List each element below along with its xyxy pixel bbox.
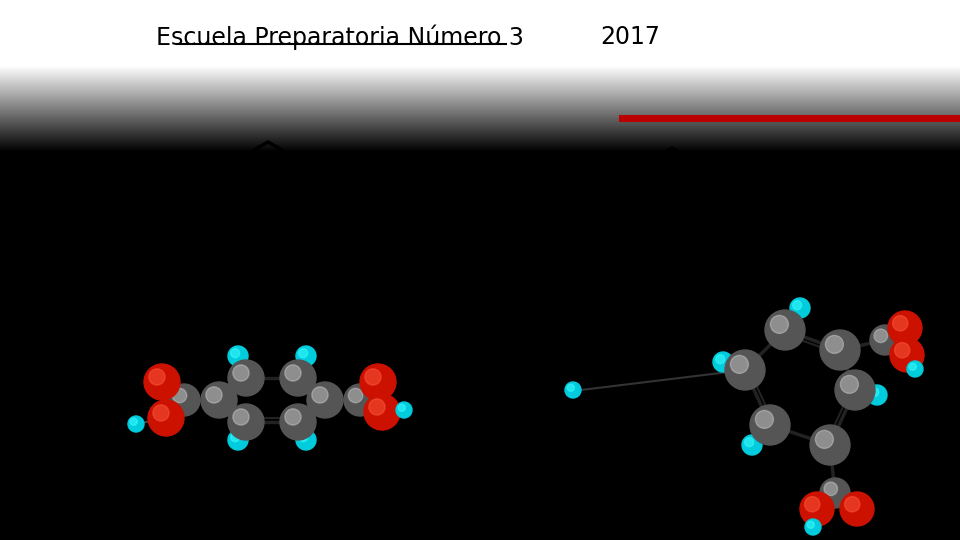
Text: Escuela Preparatoria Número 3: Escuela Preparatoria Número 3 xyxy=(156,25,524,51)
Circle shape xyxy=(285,409,301,425)
Circle shape xyxy=(893,315,908,331)
Circle shape xyxy=(228,430,248,450)
Circle shape xyxy=(148,400,184,436)
Circle shape xyxy=(144,364,180,400)
Text: 2: 2 xyxy=(782,189,790,202)
Circle shape xyxy=(840,492,874,526)
Circle shape xyxy=(804,497,820,512)
Text: H: H xyxy=(400,169,411,187)
Circle shape xyxy=(807,521,814,528)
Circle shape xyxy=(742,435,762,455)
Circle shape xyxy=(770,315,788,333)
Circle shape xyxy=(348,388,363,403)
Circle shape xyxy=(565,382,581,398)
Circle shape xyxy=(845,497,860,512)
Circle shape xyxy=(131,418,137,426)
Text: Ácido 1,4-Bencenodicarboxílico: Ácido 1,4-Bencenodicarboxílico xyxy=(84,233,351,250)
Circle shape xyxy=(790,298,810,318)
Circle shape xyxy=(365,369,381,385)
Text: CO: CO xyxy=(749,183,770,201)
Circle shape xyxy=(233,365,249,381)
Circle shape xyxy=(716,355,725,364)
Text: HO: HO xyxy=(75,169,97,187)
Circle shape xyxy=(396,402,412,418)
Circle shape xyxy=(369,399,385,415)
Circle shape xyxy=(907,361,923,377)
Circle shape xyxy=(153,405,169,421)
Circle shape xyxy=(756,410,774,428)
Circle shape xyxy=(173,388,186,403)
Circle shape xyxy=(149,369,165,385)
Circle shape xyxy=(731,355,749,373)
Text: 2: 2 xyxy=(391,176,398,188)
Circle shape xyxy=(713,352,733,372)
Circle shape xyxy=(360,364,396,400)
Circle shape xyxy=(364,394,400,430)
Circle shape xyxy=(870,388,878,397)
Circle shape xyxy=(745,438,754,447)
Circle shape xyxy=(567,384,574,392)
Text: H: H xyxy=(792,183,803,201)
Circle shape xyxy=(840,375,858,394)
Circle shape xyxy=(230,433,240,442)
Circle shape xyxy=(815,430,833,448)
Text: CO: CO xyxy=(357,169,379,187)
Text: C: C xyxy=(116,169,127,187)
Circle shape xyxy=(280,360,316,396)
Circle shape xyxy=(205,387,222,403)
Circle shape xyxy=(307,382,343,418)
Circle shape xyxy=(299,349,308,357)
Circle shape xyxy=(867,385,887,405)
Circle shape xyxy=(826,335,844,353)
Circle shape xyxy=(909,363,917,370)
Circle shape xyxy=(280,404,316,440)
Text: (ácido ftálico): (ácido ftálico) xyxy=(644,267,762,282)
Circle shape xyxy=(820,478,850,508)
Circle shape xyxy=(168,384,200,416)
Circle shape xyxy=(888,311,922,345)
Text: 2: 2 xyxy=(782,179,790,192)
Circle shape xyxy=(835,370,875,410)
Circle shape xyxy=(128,416,144,432)
Circle shape xyxy=(285,365,301,381)
Circle shape xyxy=(230,349,240,357)
Circle shape xyxy=(820,330,860,370)
Text: CO: CO xyxy=(749,173,770,191)
Text: 2: 2 xyxy=(107,176,114,188)
Circle shape xyxy=(810,425,850,465)
Circle shape xyxy=(800,492,834,526)
Circle shape xyxy=(299,433,308,442)
Text: (ácido tereftálico): (ácido tereftálico) xyxy=(141,250,295,265)
Circle shape xyxy=(233,409,249,425)
Circle shape xyxy=(228,404,264,440)
Circle shape xyxy=(805,519,821,535)
Circle shape xyxy=(296,346,316,366)
Circle shape xyxy=(895,342,910,358)
Circle shape xyxy=(793,301,802,310)
Circle shape xyxy=(296,430,316,450)
Text: • Los ácidos aromáticos dicarboxílicos: • Los ácidos aromáticos dicarboxílicos xyxy=(28,305,427,325)
Circle shape xyxy=(874,329,888,342)
Circle shape xyxy=(344,384,376,416)
Circle shape xyxy=(765,310,805,350)
Circle shape xyxy=(228,346,248,366)
Text: 1,2-Bencenodicarboxílico: 1,2-Bencenodicarboxílico xyxy=(595,250,810,265)
Circle shape xyxy=(312,387,328,403)
Circle shape xyxy=(201,382,237,418)
Text: 2017: 2017 xyxy=(600,25,660,49)
Circle shape xyxy=(725,350,765,390)
Circle shape xyxy=(750,405,790,445)
Circle shape xyxy=(890,338,924,372)
Circle shape xyxy=(398,404,405,411)
Text: H: H xyxy=(792,173,803,191)
Circle shape xyxy=(228,360,264,396)
Circle shape xyxy=(870,325,900,355)
Circle shape xyxy=(824,482,837,496)
